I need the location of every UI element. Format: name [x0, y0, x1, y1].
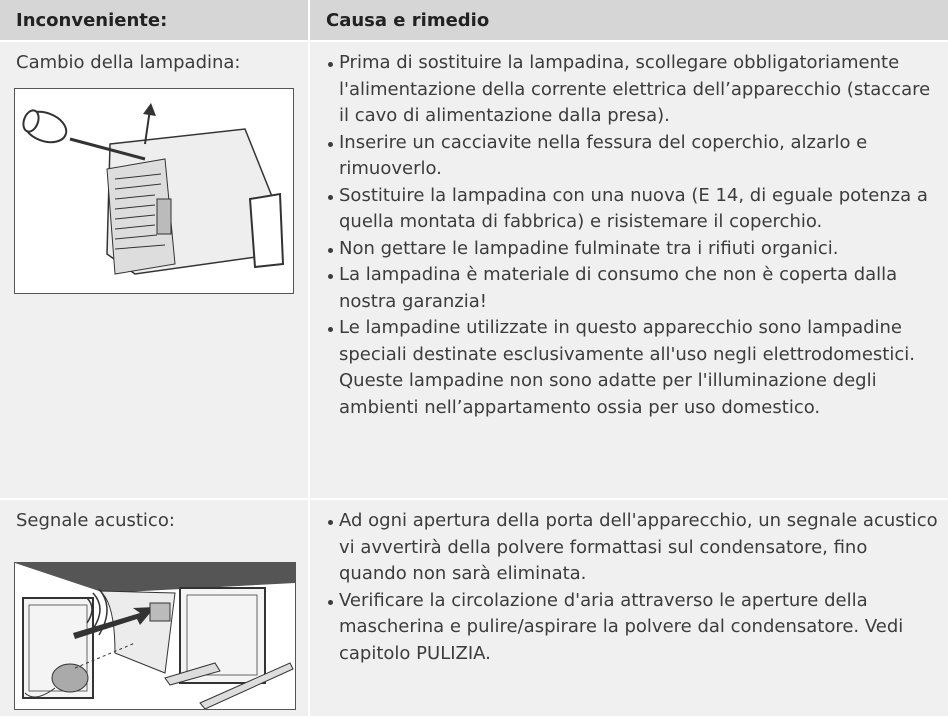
problem-cell: Cambio della lampadina: — [0, 42, 310, 500]
problem: Cambio della lampadina: — [16, 52, 241, 73]
header-cell: Inconveniente: — [0, 0, 310, 42]
remedy: La lampadina è materiale di consumo che … — [326, 262, 940, 315]
remedy-list: Prima di sostituire la lampadina, scolle… — [326, 50, 940, 421]
remedy: Sostituire la lampadina con una nuova (E… — [326, 183, 940, 236]
remedy: Le lampadine utilizzate in questo appare… — [326, 315, 940, 421]
remedy-cell: Ad ogni apertura della porta dell'appare… — [310, 500, 948, 718]
remedy: Verificare la circolazione d'aria attrav… — [326, 588, 940, 668]
remedy-list: Ad ogni apertura della porta dell'appare… — [326, 508, 940, 667]
problem-cell: Segnale acustico: — [0, 500, 310, 718]
illustration — [14, 562, 296, 710]
remedy: Ad ogni apertura della porta dell'appare… — [326, 508, 940, 588]
header-cell: Causa e rimedio — [310, 0, 948, 42]
remedy: Inserire un cacciavite nella fessura del… — [326, 130, 940, 183]
remedy-cell: Prima di sostituire la lampadina, scolle… — [310, 42, 948, 500]
problem: Segnale acustico: — [16, 510, 175, 531]
remedy: Prima di sostituire la lampadina, scolle… — [326, 50, 940, 130]
illustration — [14, 88, 294, 294]
remedy: Non gettare le lampadine fulminate tra i… — [326, 236, 940, 263]
